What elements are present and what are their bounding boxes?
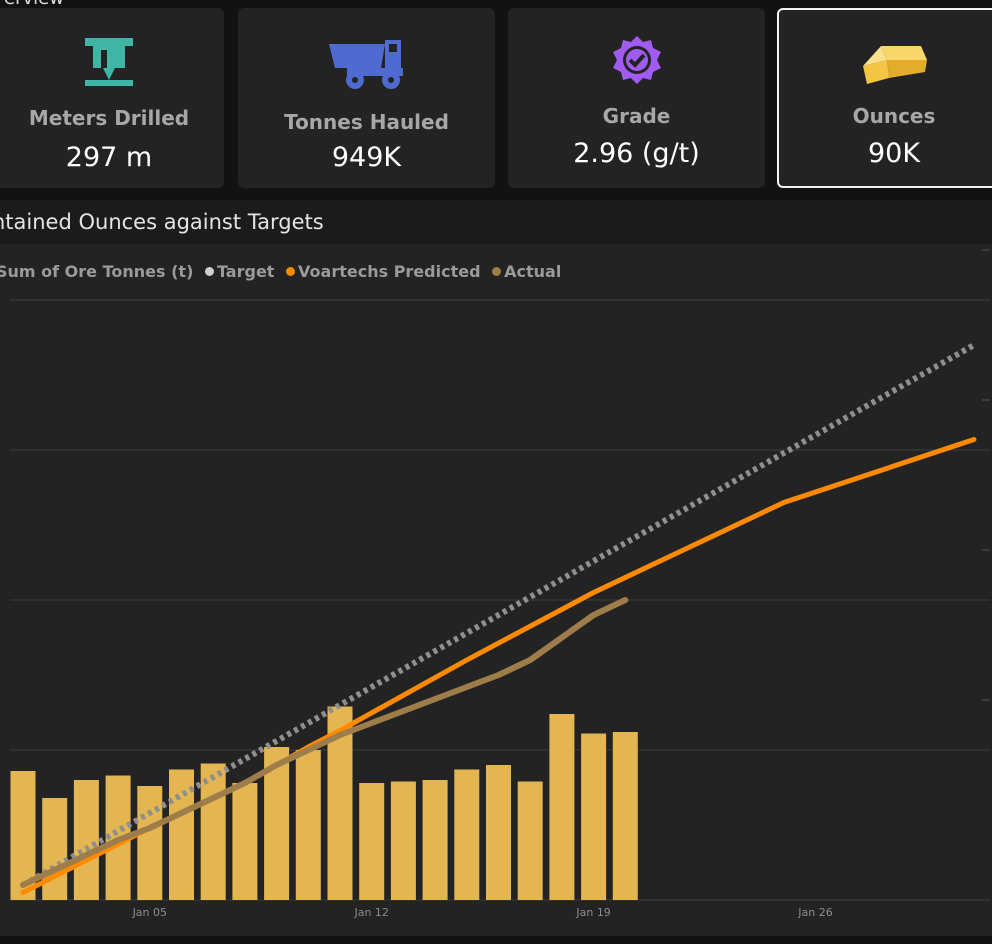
kpi-value: 949K — [331, 142, 402, 173]
x-tick-label: Jan 19 — [575, 906, 610, 919]
kpi-value: 90K — [867, 138, 921, 169]
bar[interactable] — [517, 781, 543, 901]
bar[interactable] — [295, 750, 321, 900]
kpi-value: 297 m — [65, 142, 153, 173]
x-tick-label: Jan 12 — [353, 906, 388, 919]
bar[interactable] — [422, 780, 448, 900]
kpi-value: 2.96 (g/t) — [573, 138, 700, 169]
legend-marker-target — [204, 267, 214, 276]
kpi-card-ounces[interactable]: Ounces 90K — [777, 8, 992, 188]
bar[interactable] — [454, 769, 480, 901]
kpi-label: Grade — [602, 104, 671, 128]
legend-item-predicted[interactable]: Voartechs Predicted — [286, 262, 481, 281]
gold-bar-icon — [761, 38, 992, 94]
haul-truck-icon — [238, 36, 495, 92]
bar[interactable] — [359, 783, 385, 900]
bar[interactable] — [390, 781, 416, 901]
kpi-label: Tonnes Hauled — [284, 110, 449, 134]
bar[interactable] — [232, 783, 258, 900]
bar[interactable] — [200, 763, 226, 901]
chart-title-bar: ntained Ounces against Targets — [0, 200, 992, 244]
kpi-label: Meters Drilled — [28, 106, 190, 130]
bar[interactable] — [486, 765, 511, 900]
combo-chart: Jan 05 Jan 12 Jan 19 Jan 26 — [10, 249, 990, 919]
actual-line — [20, 597, 629, 888]
chart-title: ntained Ounces against Targets — [0, 210, 324, 234]
bar[interactable] — [169, 769, 194, 901]
kpi-card-grade[interactable]: Grade 2.96 (g/t) — [508, 8, 765, 188]
x-tick-label: Jan 26 — [797, 906, 832, 919]
legend-marker-predicted — [286, 267, 296, 276]
overview-title: erview — [4, 0, 64, 9]
kpi-label: Ounces — [852, 104, 936, 128]
legend-item-target[interactable]: Target — [204, 262, 274, 281]
target-line — [21, 342, 976, 888]
x-tick-label: Jan 05 — [132, 906, 167, 919]
chart-legend: Sum of Ore Tonnes (t) Target Voartechs P… — [0, 262, 567, 281]
drill-icon — [0, 36, 224, 92]
bar[interactable] — [581, 733, 607, 901]
bar[interactable] — [42, 798, 68, 900]
legend-item-ore-tonnes[interactable]: Sum of Ore Tonnes (t) — [0, 262, 194, 281]
bar[interactable] — [549, 714, 575, 900]
kpi-card-tonnes-hauled[interactable]: Tonnes Hauled 949K — [238, 8, 495, 188]
legend-marker-actual — [492, 267, 502, 276]
legend-item-actual[interactable]: Actual — [492, 262, 561, 281]
overview-header-fragment: erview — [0, 0, 992, 9]
kpi-card-meters-drilled[interactable]: Meters Drilled 297 m — [0, 8, 224, 188]
bar[interactable] — [137, 786, 163, 900]
bar[interactable] — [612, 732, 638, 900]
verified-badge-icon — [508, 34, 765, 90]
bar[interactable] — [73, 780, 99, 900]
